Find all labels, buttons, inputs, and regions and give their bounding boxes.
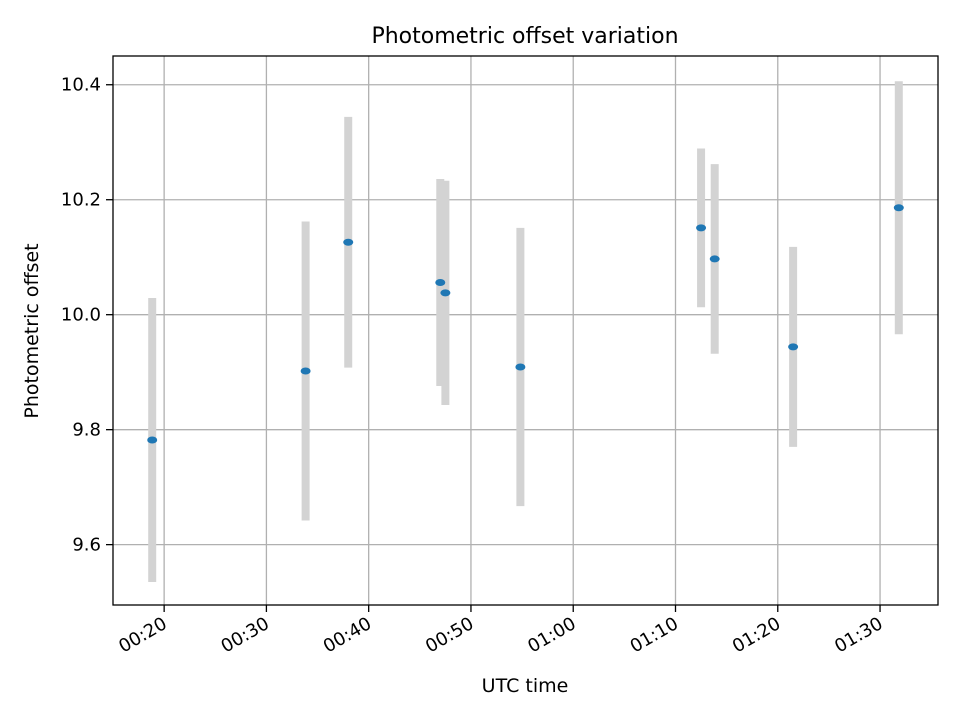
plot-frame	[112, 55, 939, 606]
chart-title: Photometric offset variation	[371, 24, 678, 49]
grid-lines	[113, 56, 938, 605]
data-point	[893, 204, 904, 212]
data-point	[147, 436, 158, 444]
data-point	[515, 363, 526, 371]
data-point	[696, 224, 707, 232]
data-point	[435, 278, 446, 286]
y-tick-label: 9.6	[72, 535, 101, 556]
y-axis-label: Photometric offset	[21, 243, 43, 418]
data-point	[709, 255, 720, 263]
data-point	[343, 238, 354, 246]
x-axis-label: UTC time	[482, 675, 569, 697]
data-point	[440, 289, 451, 297]
data-point	[788, 343, 799, 351]
y-tick-label: 9.8	[72, 420, 101, 441]
data-point	[300, 367, 311, 375]
y-tick-label: 10.0	[61, 305, 101, 326]
data-points	[147, 204, 904, 444]
y-tick-label: 10.2	[61, 190, 101, 211]
y-tick-label: 10.4	[61, 75, 101, 96]
